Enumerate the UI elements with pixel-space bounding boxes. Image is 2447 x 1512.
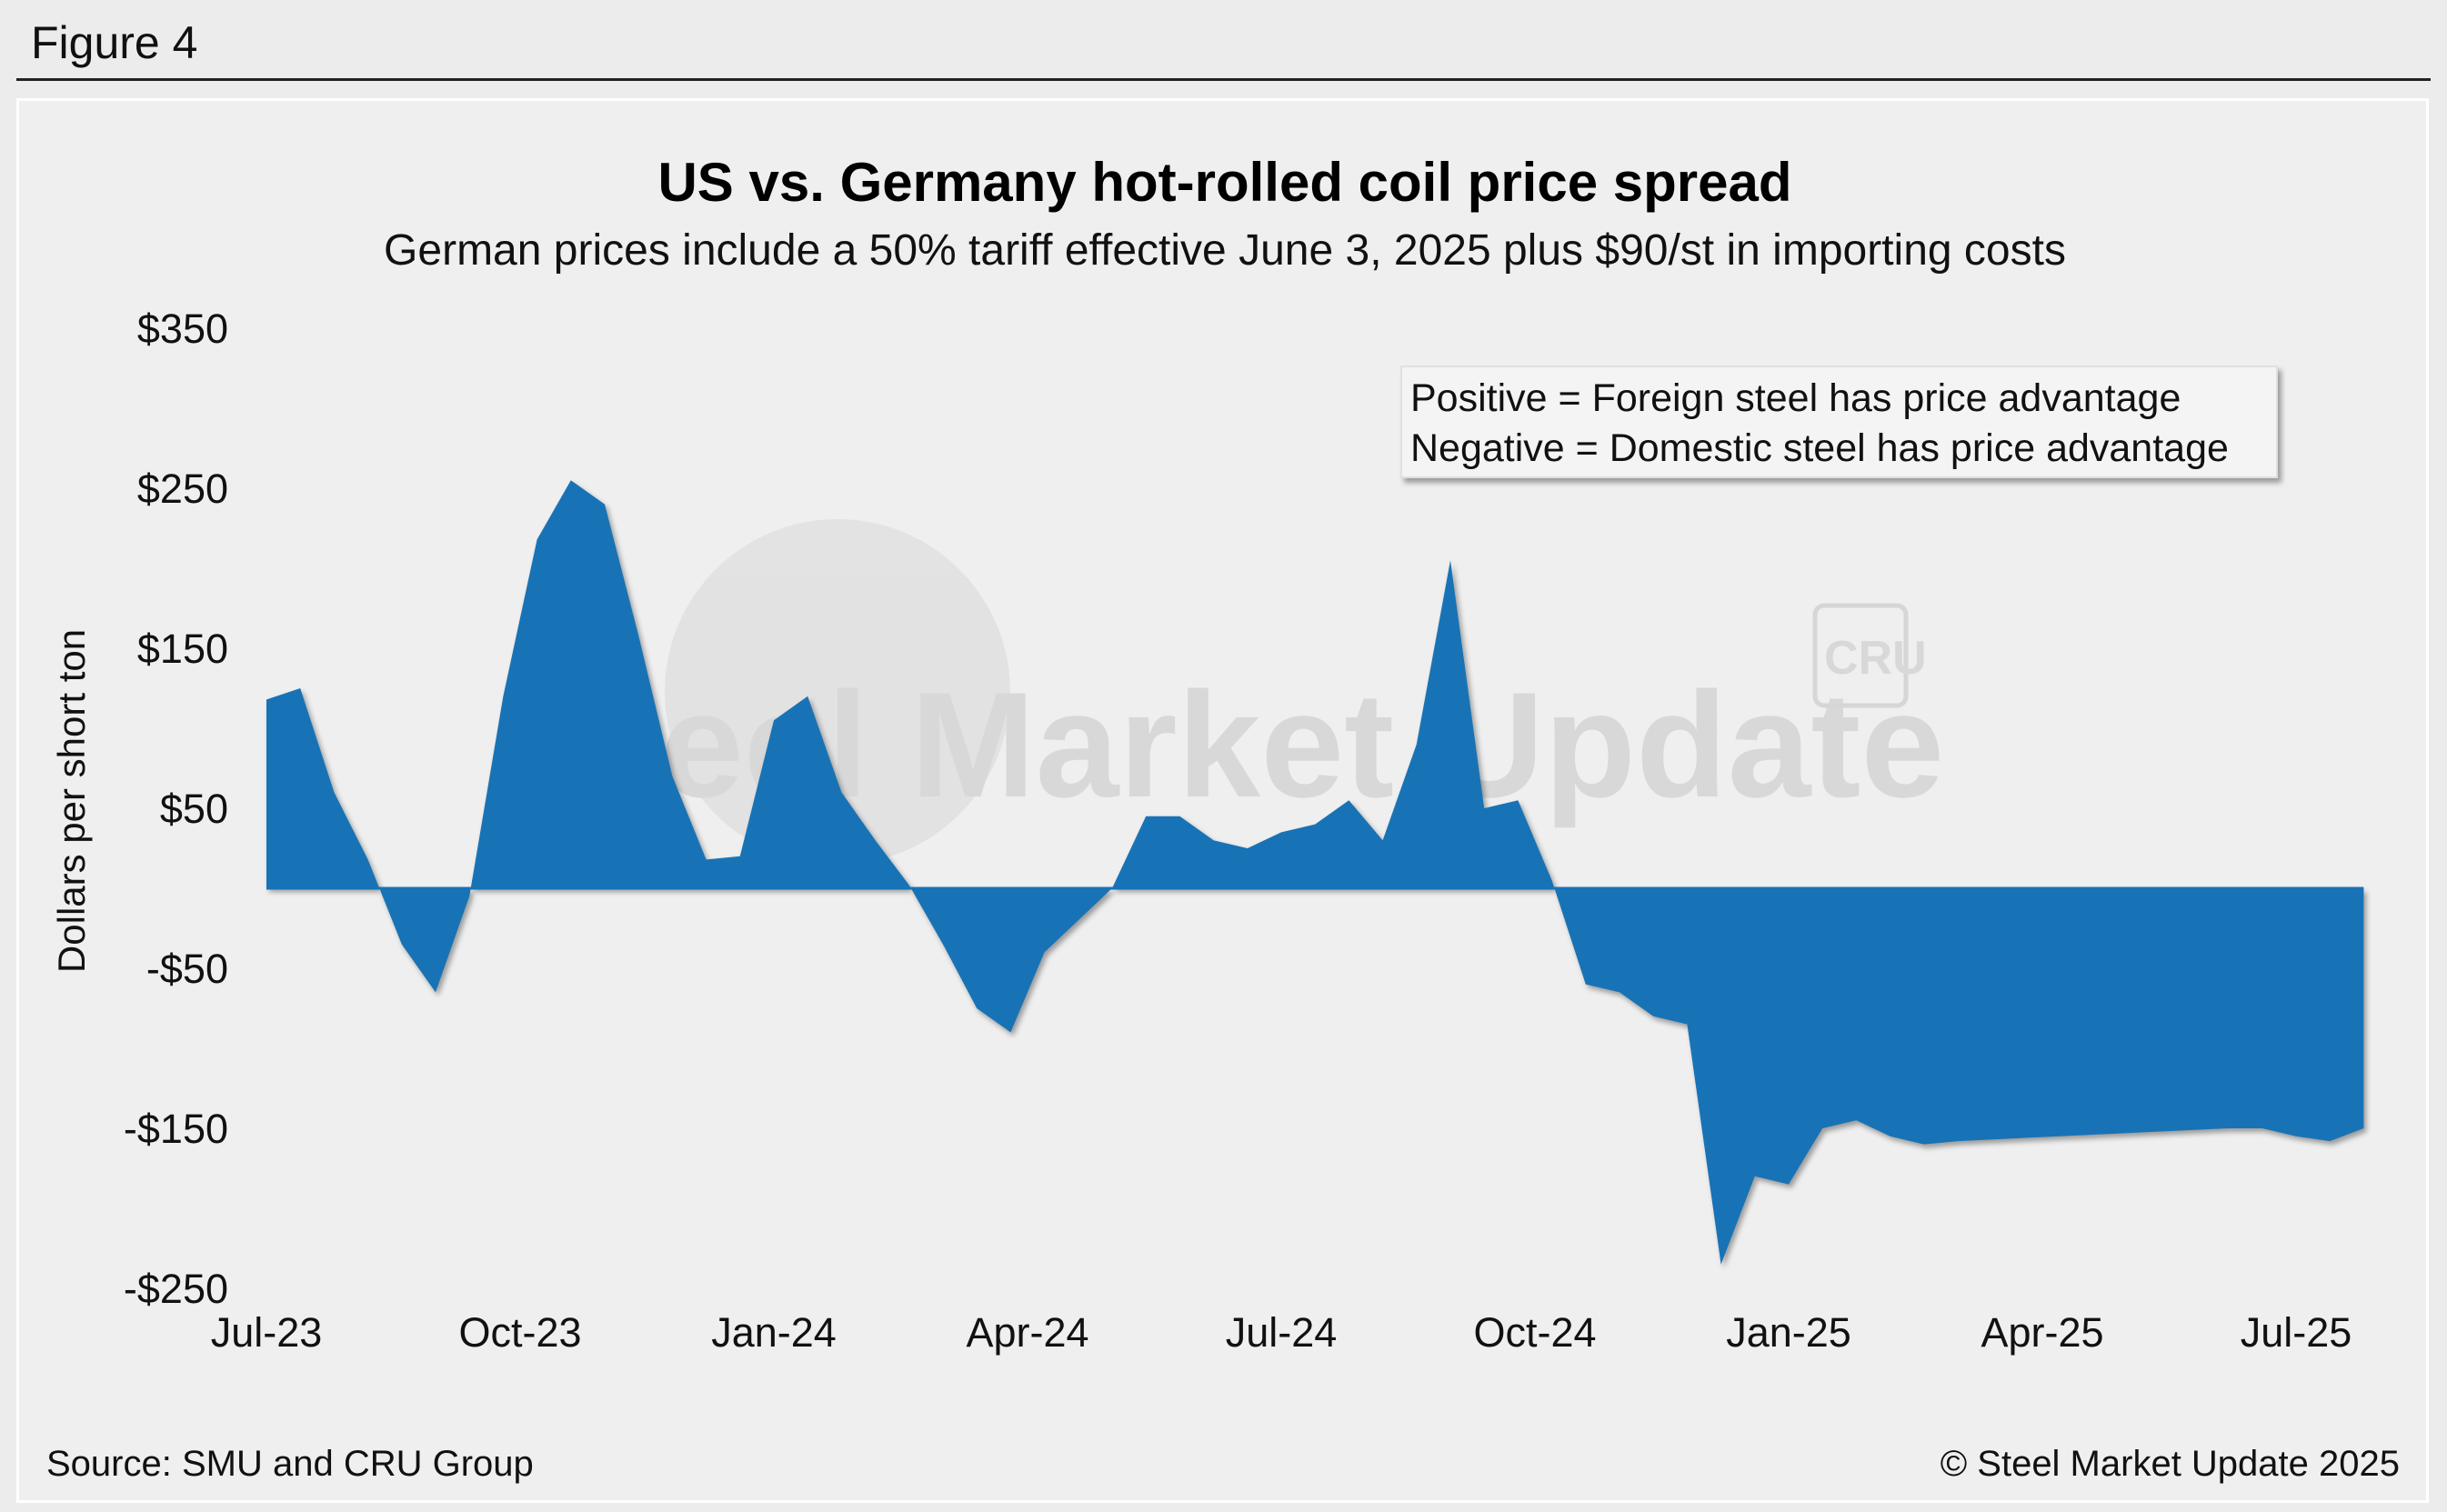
x-tick-label: Jan-25: [1726, 1309, 1851, 1356]
y-tick-label: $50: [160, 786, 228, 832]
x-tick-label: Oct-24: [1473, 1309, 1596, 1356]
cru-watermark-text: CRU: [1824, 632, 1927, 685]
copyright-note: © Steel Market Update 2025: [1941, 1444, 2400, 1484]
chart-subtitle: German prices include a 50% tariff effec…: [384, 226, 2066, 275]
chart-title: US vs. Germany hot-rolled coil price spr…: [657, 152, 1791, 213]
spread-area: [266, 480, 2364, 1265]
x-tick-label: Jul-25: [2241, 1309, 2352, 1356]
cru-watermark-badge: [1812, 603, 1909, 708]
legend-note-negative: Negative = Domestic steel has price adva…: [1410, 426, 2229, 470]
legend-note-positive: Positive = Foreign steel has price advan…: [1410, 376, 2181, 420]
x-tick-label: Jul-23: [211, 1309, 323, 1356]
y-ticks: $350 $250 $150 $50 -$50 -$150 -$250: [124, 305, 228, 1312]
y-tick-label: -$250: [124, 1266, 228, 1312]
x-tick-label: Jul-24: [1226, 1309, 1338, 1356]
legend-note: Positive = Foreign steel has price advan…: [1400, 365, 2278, 478]
legend-note-box: [1400, 365, 2278, 478]
y-tick-label: -$150: [124, 1106, 228, 1152]
y-tick-label: $350: [137, 305, 228, 352]
watermark: Steel Market Update CRU: [510, 519, 1944, 865]
x-ticks: Jul-23 Oct-23 Jan-24 Apr-24 Jul-24 Oct-24 Jan-…: [211, 1309, 2352, 1356]
x-tick-label: Apr-25: [1981, 1309, 2103, 1356]
y-tick-label: $250: [137, 466, 228, 512]
y-axis-label: Dollars per short ton: [50, 629, 93, 973]
figure-label: Figure 4: [31, 17, 198, 68]
x-tick-label: Apr-24: [966, 1309, 1088, 1356]
plot-area: [266, 480, 2364, 1265]
chart-panel: Steel Market Update CRU US vs. Germany h…: [16, 98, 2429, 1503]
x-tick-label: Jan-24: [711, 1309, 837, 1356]
chart: Steel Market Update CRU US vs. Germany h…: [46, 152, 2400, 1484]
source-note: Source: SMU and CRU Group: [46, 1444, 534, 1484]
y-tick-label: -$50: [146, 946, 228, 992]
watermark-logo-circle: [665, 519, 1010, 865]
watermark-brand: Steel Market Update: [510, 661, 1944, 828]
x-tick-label: Oct-23: [458, 1309, 581, 1356]
y-tick-label: $150: [137, 626, 228, 672]
header-rule: [16, 78, 2431, 81]
